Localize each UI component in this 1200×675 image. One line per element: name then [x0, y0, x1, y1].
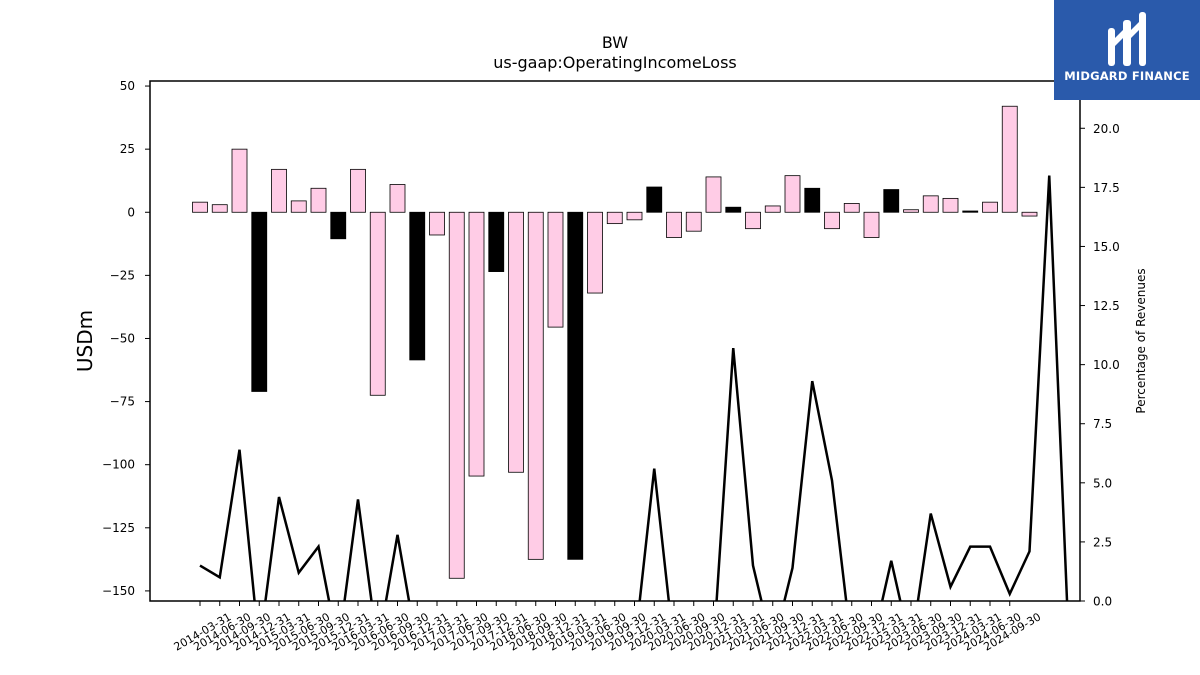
- y-tick-label-left: −75: [110, 395, 135, 409]
- bar: [606, 211, 623, 225]
- bar: [685, 211, 702, 232]
- bar: [290, 200, 307, 213]
- bar: [468, 211, 485, 477]
- bar: [429, 211, 445, 236]
- y-tick-label-left: 25: [120, 142, 135, 156]
- y-tick-label-right: 20.0: [1093, 122, 1120, 136]
- bar: [527, 211, 544, 560]
- bar: [903, 209, 919, 213]
- bar: [251, 211, 268, 392]
- bar: [271, 168, 287, 213]
- y-axis-left: 50 25 0 −25 −50 −75 −100 −125 −150: [102, 79, 150, 598]
- bar: [764, 205, 781, 213]
- x-axis: 2014-03-312014-06-302014-09-302014-12-31…: [172, 601, 1043, 654]
- bar: [330, 211, 347, 240]
- y-tick-label-left: −150: [102, 584, 135, 598]
- bar: [705, 176, 722, 213]
- bar: [488, 211, 505, 272]
- midgard-logo-text: MIDGARD FINANCE: [1064, 69, 1190, 83]
- bar: [962, 210, 979, 213]
- bar: [567, 211, 584, 560]
- y-axis-label-right: Percentage of Revenues: [1134, 268, 1148, 413]
- bar: [409, 211, 426, 361]
- bar: [725, 206, 742, 213]
- bars-layer: [192, 105, 1038, 579]
- bar: [350, 168, 366, 213]
- bar: [508, 211, 524, 473]
- y-tick-label-right: 15.0: [1093, 240, 1120, 254]
- y-tick-label-right: 0.0: [1093, 595, 1112, 609]
- bar: [745, 211, 761, 230]
- y-axis-label-left: USDm: [73, 310, 97, 372]
- bar: [646, 186, 663, 213]
- bar: [824, 211, 840, 230]
- y-tick-label-right: 7.5: [1093, 417, 1112, 431]
- y-tick-label-left: −50: [110, 331, 135, 345]
- y-tick-label-right: 2.5: [1093, 535, 1112, 549]
- y-tick-label-right: 17.5: [1093, 181, 1120, 195]
- bar: [843, 203, 860, 213]
- percentage-line: [199, 175, 1069, 601]
- midgard-logo-icon: [1108, 12, 1146, 66]
- chart-subtitle: us-gaap:OperatingIncomeLoss: [493, 53, 737, 72]
- bar: [448, 211, 465, 579]
- y-tick-label-right: 12.5: [1093, 299, 1120, 313]
- bar: [883, 189, 900, 213]
- bar: [942, 197, 959, 213]
- chart-title: BW: [602, 33, 628, 52]
- bar: [587, 211, 603, 294]
- bar: [626, 211, 643, 221]
- bar: [192, 201, 208, 213]
- bar: [211, 204, 228, 213]
- y-tick-label-left: −100: [102, 458, 135, 472]
- bar: [784, 175, 801, 213]
- bar: [863, 211, 880, 238]
- y-tick-label-left: −25: [110, 268, 135, 282]
- plot-frame: [149, 80, 1081, 602]
- bar: [804, 187, 821, 213]
- y-tick-label-right: 10.0: [1093, 358, 1120, 372]
- y-tick-label-left: −125: [102, 521, 135, 535]
- midgard-logo: MIDGARD FINANCE: [1054, 0, 1200, 100]
- y-tick-label-left: 0: [127, 205, 135, 219]
- bar: [231, 148, 248, 213]
- y-tick-label-left: 50: [120, 79, 135, 93]
- bar: [389, 184, 406, 213]
- bar: [1001, 105, 1018, 213]
- line-layer: [199, 175, 1069, 601]
- bar: [982, 201, 998, 213]
- bar: [310, 187, 327, 213]
- bar: [922, 195, 939, 213]
- bar: [547, 211, 564, 328]
- bar: [666, 211, 682, 238]
- y-axis-right: 0.0 2.5 5.0 7.5 10.0 12.5 15.0 17.5 20.0: [1080, 122, 1120, 609]
- bar: [369, 211, 386, 396]
- bar: [1021, 211, 1038, 217]
- y-tick-label-right: 5.0: [1093, 476, 1112, 490]
